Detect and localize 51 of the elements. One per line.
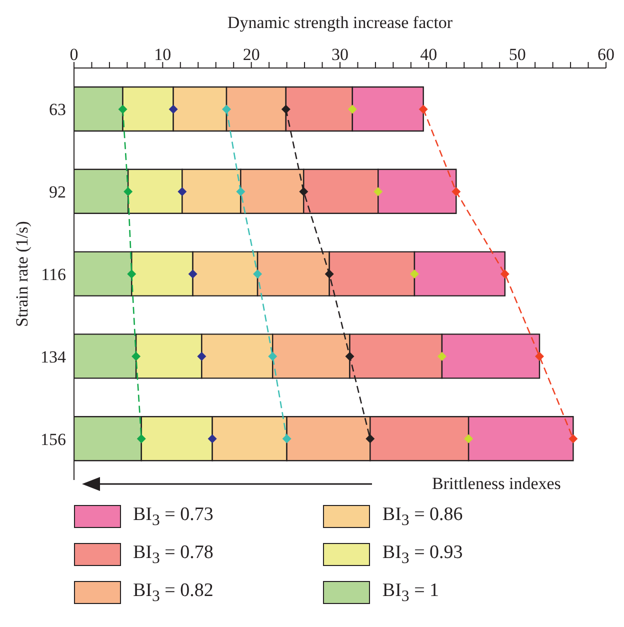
point xyxy=(366,434,375,444)
point xyxy=(268,352,278,361)
point xyxy=(281,104,290,114)
point xyxy=(132,352,141,361)
point xyxy=(348,104,357,114)
legend-label: BI$_{3}$ = 0.73 xyxy=(133,504,214,530)
point xyxy=(437,352,446,361)
point xyxy=(345,352,354,361)
x-axis-title: Dynamic strength increase factor xyxy=(227,13,453,32)
y-tick-label: 134 xyxy=(40,347,66,366)
point xyxy=(222,104,232,114)
point xyxy=(282,434,292,444)
point xyxy=(124,187,133,196)
x-tick-label: 20 xyxy=(242,45,260,64)
point xyxy=(464,434,474,444)
annotation: Brittleness indexes xyxy=(432,474,561,494)
point xyxy=(236,187,246,196)
point xyxy=(452,187,461,196)
legend-label: BI$_{3}$ = 0.86 xyxy=(382,504,463,530)
legend-label: BI$_{3}$ = 1 xyxy=(382,580,440,606)
y-tick-label: 116 xyxy=(41,265,66,284)
y-tick-label: 92 xyxy=(49,182,66,202)
point xyxy=(136,434,146,444)
point xyxy=(127,270,136,278)
x-tick-label: 10 xyxy=(154,45,172,64)
x-tick-label: 60 xyxy=(598,45,614,64)
point xyxy=(299,187,308,196)
point xyxy=(178,187,187,196)
x-tick-label: 40 xyxy=(420,45,438,64)
point xyxy=(568,434,578,444)
legend-label: BI$_{3}$ = 0.78 xyxy=(133,542,214,568)
x-tick-label: 30 xyxy=(332,45,348,64)
point xyxy=(500,270,510,278)
point xyxy=(208,434,217,444)
y-tick-label: 156 xyxy=(40,430,66,449)
point xyxy=(410,270,419,278)
point xyxy=(374,187,383,196)
y-tick-label: 63 xyxy=(49,100,66,120)
legend-label: BI$_{3}$ = 0.82 xyxy=(133,580,214,606)
y-axis-title: Strain rate (1/s) xyxy=(12,221,32,327)
point xyxy=(188,270,198,278)
point xyxy=(168,104,178,114)
legend-label: BI$_{3}$ = 0.93 xyxy=(382,542,463,568)
x-tick-label: 50 xyxy=(508,45,526,64)
point xyxy=(197,352,206,361)
point xyxy=(535,352,544,361)
point xyxy=(253,270,262,278)
point xyxy=(324,270,334,278)
point xyxy=(418,104,428,114)
x-tick-label: 0 xyxy=(70,45,78,64)
point xyxy=(118,104,128,114)
